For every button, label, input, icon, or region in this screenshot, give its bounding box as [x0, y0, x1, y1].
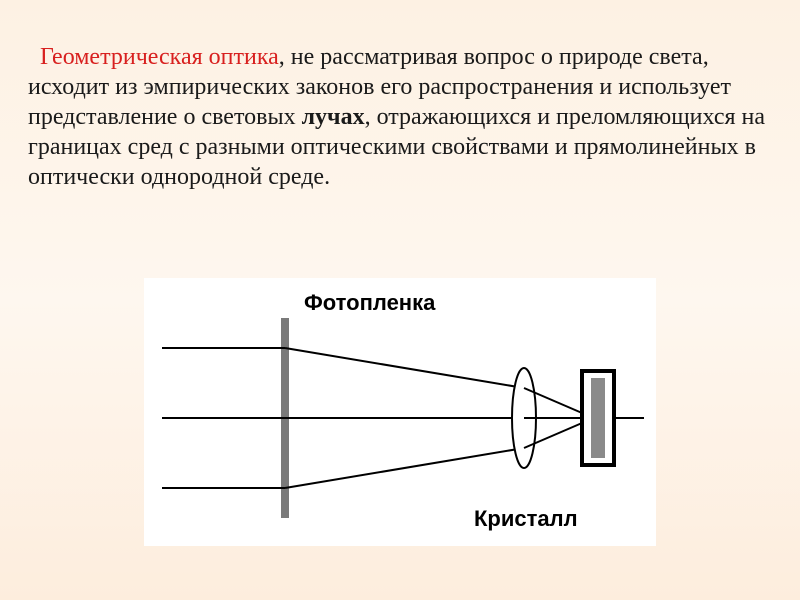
slide: Геометрическая оптика, не рассматривая в…	[0, 0, 800, 600]
text-bold: лучах	[302, 104, 365, 130]
term-highlight: Геометрическая оптика	[40, 44, 279, 70]
label-film: Фотопленка	[304, 290, 435, 316]
body-text: Геометрическая оптика, не рассматривая в…	[28, 42, 772, 192]
ray-mid-bot	[285, 448, 524, 488]
crystal-core	[591, 378, 605, 458]
diagram-svg	[144, 278, 656, 546]
optics-diagram: Фотопленка Кристалл	[144, 278, 656, 546]
ray-mid-top	[285, 348, 524, 388]
label-crystal: Кристалл	[474, 506, 578, 532]
